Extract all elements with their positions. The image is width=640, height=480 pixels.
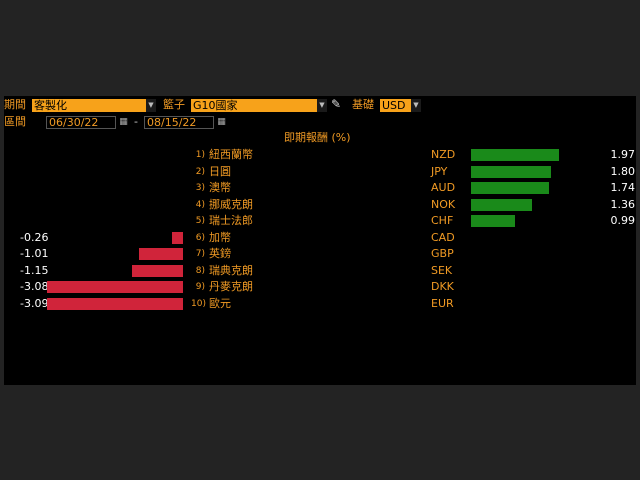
value-label: 1.74 xyxy=(610,181,636,194)
row-rank: 10) xyxy=(191,299,206,309)
row-rank: 3) xyxy=(195,183,205,193)
currency-name: 英鎊 xyxy=(209,247,231,260)
row-rank: 4) xyxy=(195,200,205,210)
row-rank: 9) xyxy=(195,282,205,292)
chevron-down-icon[interactable]: ▼ xyxy=(317,99,327,112)
end-date-value: 08/15/22 xyxy=(147,116,197,129)
basket-dropdown[interactable]: G10國家 ▼ xyxy=(191,99,327,112)
chart-title: 即期報酬 (%) xyxy=(284,131,351,144)
negative-bar xyxy=(132,265,183,277)
value-label: 1.97 xyxy=(610,148,636,161)
currency-code: JPY xyxy=(431,165,448,178)
currency-code: GBP xyxy=(431,247,454,260)
date-separator: - xyxy=(134,115,138,128)
row-rank: 7) xyxy=(195,249,205,259)
currency-code: CHF xyxy=(431,214,454,227)
calendar-icon[interactable]: ▦ xyxy=(217,117,226,127)
chevron-down-icon[interactable]: ▼ xyxy=(146,99,156,112)
currency-name: 丹麥克朗 xyxy=(209,280,253,293)
calendar-icon[interactable]: ▦ xyxy=(119,117,128,127)
positive-bar xyxy=(471,182,549,194)
value-label: 0.99 xyxy=(610,214,636,227)
currency-code: DKK xyxy=(431,280,454,293)
currency-code: NOK xyxy=(431,198,456,211)
value-label: -0.26 xyxy=(20,231,49,244)
base-dropdown[interactable]: USD ▼ xyxy=(380,99,421,112)
period-label: 期間 xyxy=(4,98,26,111)
currency-code: EUR xyxy=(431,297,454,310)
base-value: USD xyxy=(382,99,406,112)
negative-bar xyxy=(47,298,183,310)
base-label: 基礎 xyxy=(352,98,374,111)
value-label: -3.09 xyxy=(20,297,49,310)
period-value: 客製化 xyxy=(34,99,67,112)
row-rank: 1) xyxy=(195,150,205,160)
value-label: -1.15 xyxy=(20,264,49,277)
end-date-field[interactable]: 08/15/22 xyxy=(144,116,214,129)
currency-name: 日圓 xyxy=(209,165,231,178)
basket-label: 籃子 xyxy=(163,98,185,111)
chart-panel xyxy=(4,96,636,385)
negative-bar xyxy=(139,248,183,260)
negative-bar xyxy=(47,281,183,293)
positive-bar xyxy=(471,149,559,161)
pencil-icon[interactable]: ✎ xyxy=(331,97,342,111)
value-label: 1.36 xyxy=(610,198,636,211)
currency-code: SEK xyxy=(431,264,453,277)
negative-bar xyxy=(172,232,183,244)
row-rank: 8) xyxy=(195,266,205,276)
currency-name: 歐元 xyxy=(209,297,231,310)
currency-code: AUD xyxy=(431,181,456,194)
value-label: -1.01 xyxy=(20,247,49,260)
row-rank: 2) xyxy=(195,167,205,177)
row-rank: 6) xyxy=(195,233,205,243)
positive-bar xyxy=(471,199,532,211)
start-date-field[interactable]: 06/30/22 xyxy=(46,116,116,129)
value-label: -3.08 xyxy=(20,280,49,293)
positive-bar xyxy=(471,215,515,227)
currency-name: 紐西蘭幣 xyxy=(209,148,253,161)
currency-code: NZD xyxy=(431,148,456,161)
start-date-value: 06/30/22 xyxy=(49,116,99,129)
currency-name: 瑞典克朗 xyxy=(209,264,253,277)
value-label: 1.80 xyxy=(610,165,636,178)
period-dropdown[interactable]: 客製化 ▼ xyxy=(32,99,156,112)
range-label: 區間 xyxy=(4,115,26,128)
chevron-down-icon[interactable]: ▼ xyxy=(411,99,421,112)
basket-value: G10國家 xyxy=(193,99,238,112)
currency-code: CAD xyxy=(431,231,455,244)
row-rank: 5) xyxy=(195,216,205,226)
currency-name: 挪威克朗 xyxy=(209,198,253,211)
positive-bar xyxy=(471,166,551,178)
currency-name: 加幣 xyxy=(209,231,231,244)
currency-name: 澳幣 xyxy=(209,181,231,194)
currency-name: 瑞士法郎 xyxy=(209,214,253,227)
